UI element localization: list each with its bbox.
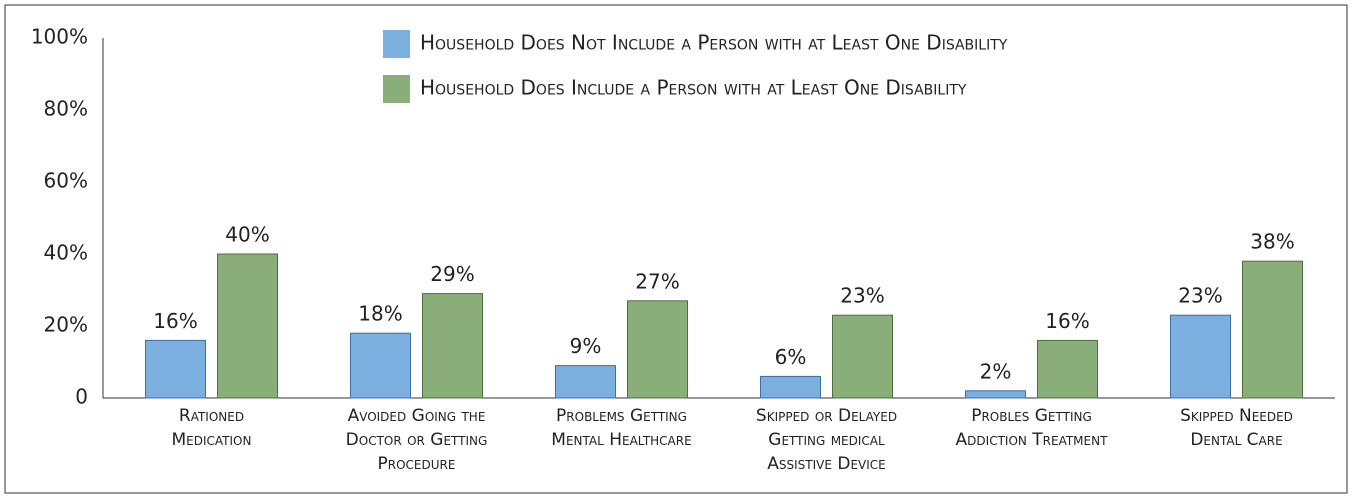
y-tick-label: 80%: [44, 97, 88, 121]
value-label: 38%: [1250, 230, 1294, 254]
x-tick-label: Assistive Device: [767, 454, 885, 474]
x-tick-label: Skipped or Delayed: [756, 406, 897, 426]
x-tick-label: Mental Healthcare: [551, 430, 691, 450]
legend-swatch: [383, 30, 410, 58]
bar: [422, 293, 483, 399]
y-tick-label: 0: [75, 385, 88, 409]
bar: [965, 390, 1026, 399]
value-label: 2%: [980, 359, 1012, 383]
bar: [627, 300, 688, 399]
value-label: 23%: [840, 284, 884, 308]
x-tick-label: Rationed: [179, 406, 244, 426]
frame: [4, 4, 1348, 494]
x-tick-label: Medication: [172, 430, 252, 450]
x-tick-label: Getting medical: [768, 430, 885, 450]
x-tick-label: Addiction Treatment: [956, 430, 1109, 450]
value-label: 9%: [570, 334, 602, 358]
value-label: 16%: [153, 309, 197, 333]
value-label: 29%: [430, 262, 474, 286]
bar: [145, 339, 206, 399]
x-tick-label: Procedure: [378, 454, 456, 474]
bar: [832, 314, 893, 399]
value-label: 23%: [1178, 284, 1222, 308]
x-tick-label: Probles Getting: [971, 406, 1092, 426]
y-tick-label: 60%: [44, 169, 88, 193]
value-label: 18%: [358, 302, 402, 326]
x-tick-label: Skipped Needed: [1180, 406, 1293, 426]
bar: [1037, 339, 1098, 399]
bar: [1242, 260, 1303, 399]
bar: [555, 365, 616, 399]
value-label: 6%: [775, 345, 807, 369]
legend-label: Household Does Include a Person with at …: [420, 76, 967, 100]
x-tick-label: Doctor or Getting: [346, 430, 488, 450]
value-label: 40%: [225, 223, 269, 247]
y-tick-label: 20%: [44, 313, 88, 337]
value-label: 16%: [1045, 309, 1089, 333]
bar: [1170, 314, 1231, 399]
bar: [760, 375, 821, 399]
x-tick-label: Problems Getting: [556, 406, 687, 426]
bar: [217, 253, 278, 399]
value-label: 27%: [635, 269, 679, 293]
legend-label: Household Does Not Include a Person with…: [420, 31, 1008, 55]
x-tick-label: Dental Care: [1190, 430, 1282, 450]
legend-swatch: [383, 75, 410, 103]
bar: [350, 332, 411, 399]
y-tick-label: 100%: [31, 25, 88, 49]
y-tick-label: 40%: [44, 241, 88, 265]
x-tick-label: Avoided Going the: [348, 406, 486, 426]
